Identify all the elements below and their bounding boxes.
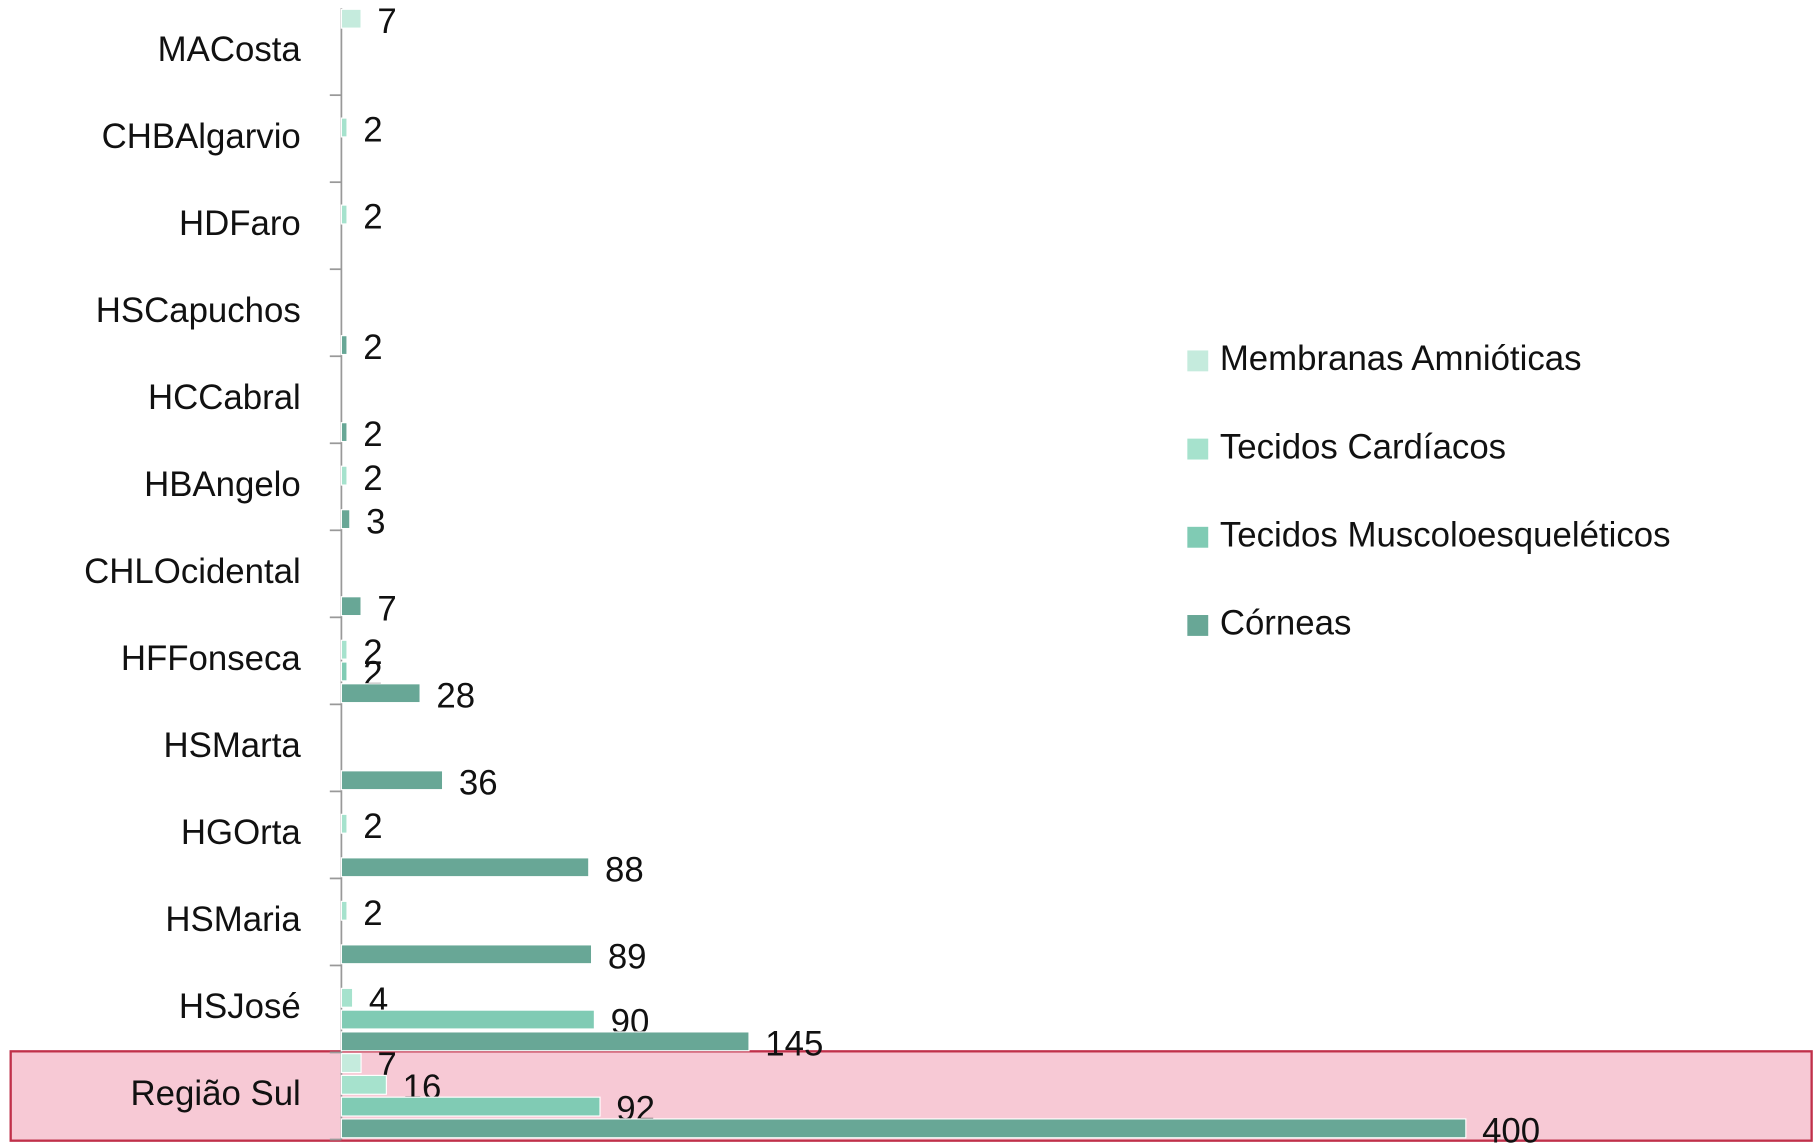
bar [340,1053,362,1074]
category-label: HDFaro [179,204,301,243]
category-label: HSJosé [179,987,301,1026]
bar [340,683,421,704]
legend-swatch [1187,350,1209,372]
legend-label: Córneas [1220,604,1352,643]
bar [340,117,348,138]
category-label: HCCabral [148,378,301,417]
value-label: 2 [363,415,382,454]
value-label: 89 [608,937,647,976]
category-label: HGOrta [181,813,302,852]
value-label: 2 [363,198,382,237]
bar [340,465,348,486]
value-label: 145 [765,1024,823,1063]
bar [340,204,348,225]
bar [340,8,362,29]
value-label: 2 [363,111,382,150]
bar [340,639,348,660]
value-label: 28 [436,676,475,715]
bar [340,509,351,530]
bar [340,661,348,682]
bar [340,944,593,965]
value-label: 7 [377,589,396,628]
value-label: 2 [363,894,382,933]
category-label: CHLOcidental [84,552,301,591]
legend-swatch [1187,615,1209,636]
value-label: 2 [363,807,382,846]
value-label: 36 [459,763,498,802]
bar [340,422,348,443]
bar [340,1096,601,1117]
value-label: 2 [363,459,382,498]
category-label: HSMarta [163,726,301,765]
legend-label: Membranas Amnióticas [1220,339,1582,378]
category-label: HFFonseca [121,639,301,678]
legend-swatch [1187,438,1209,460]
bar [340,1074,387,1095]
category-label: HBAngelo [144,465,301,504]
bar [340,987,354,1008]
value-label: 7 [377,2,396,41]
value-label: 88 [605,850,644,889]
bar [340,857,590,878]
bar [340,900,348,921]
category-label: HSCapuchos [96,291,301,330]
category-label: MACosta [158,30,302,69]
bar [340,770,444,791]
legend-swatch [1187,526,1209,548]
category-label: CHBAlgarvio [102,117,301,156]
bar [340,1009,595,1030]
bar [340,1031,750,1052]
legend-label: Tecidos Muscoloesqueléticos [1220,515,1671,554]
value-label: 2 [363,633,382,672]
value-label: 2 [363,328,382,367]
category-label: HSMaria [165,900,301,939]
bar [340,1118,1467,1139]
bar [340,813,348,834]
value-label: 400 [1482,1111,1540,1143]
bar [340,596,362,617]
value-label: 3 [366,502,385,541]
category-label: Região Sul [131,1074,301,1113]
bar [340,335,348,356]
legend-label: Tecidos Cardíacos [1220,427,1506,466]
